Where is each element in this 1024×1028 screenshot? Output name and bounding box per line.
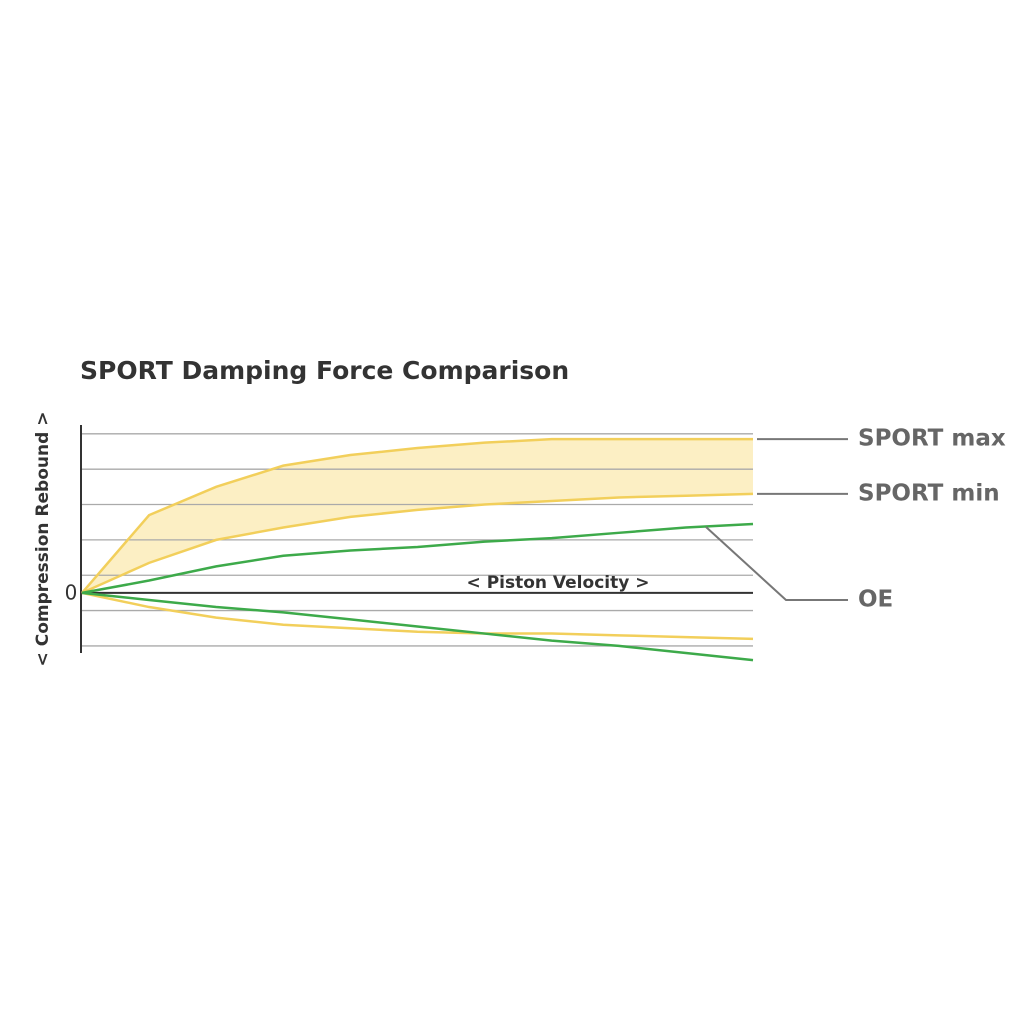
line xyxy=(81,522,754,595)
x-axis-label: < Piston Velocity > xyxy=(467,573,650,593)
y-axis-label: < Compression Rebound > xyxy=(33,412,53,667)
line xyxy=(81,437,753,594)
line xyxy=(81,492,754,595)
line xyxy=(81,591,754,641)
y-tick-label: 0 xyxy=(65,580,78,604)
legend-label: SPORT max xyxy=(858,426,1006,452)
legend-label: SPORT min xyxy=(858,480,1000,506)
line xyxy=(81,591,754,662)
legend-label: OE xyxy=(858,587,893,613)
leader-line xyxy=(705,526,848,601)
band xyxy=(82,439,753,593)
chart-title: SPORT Damping Force Comparison xyxy=(80,356,569,385)
